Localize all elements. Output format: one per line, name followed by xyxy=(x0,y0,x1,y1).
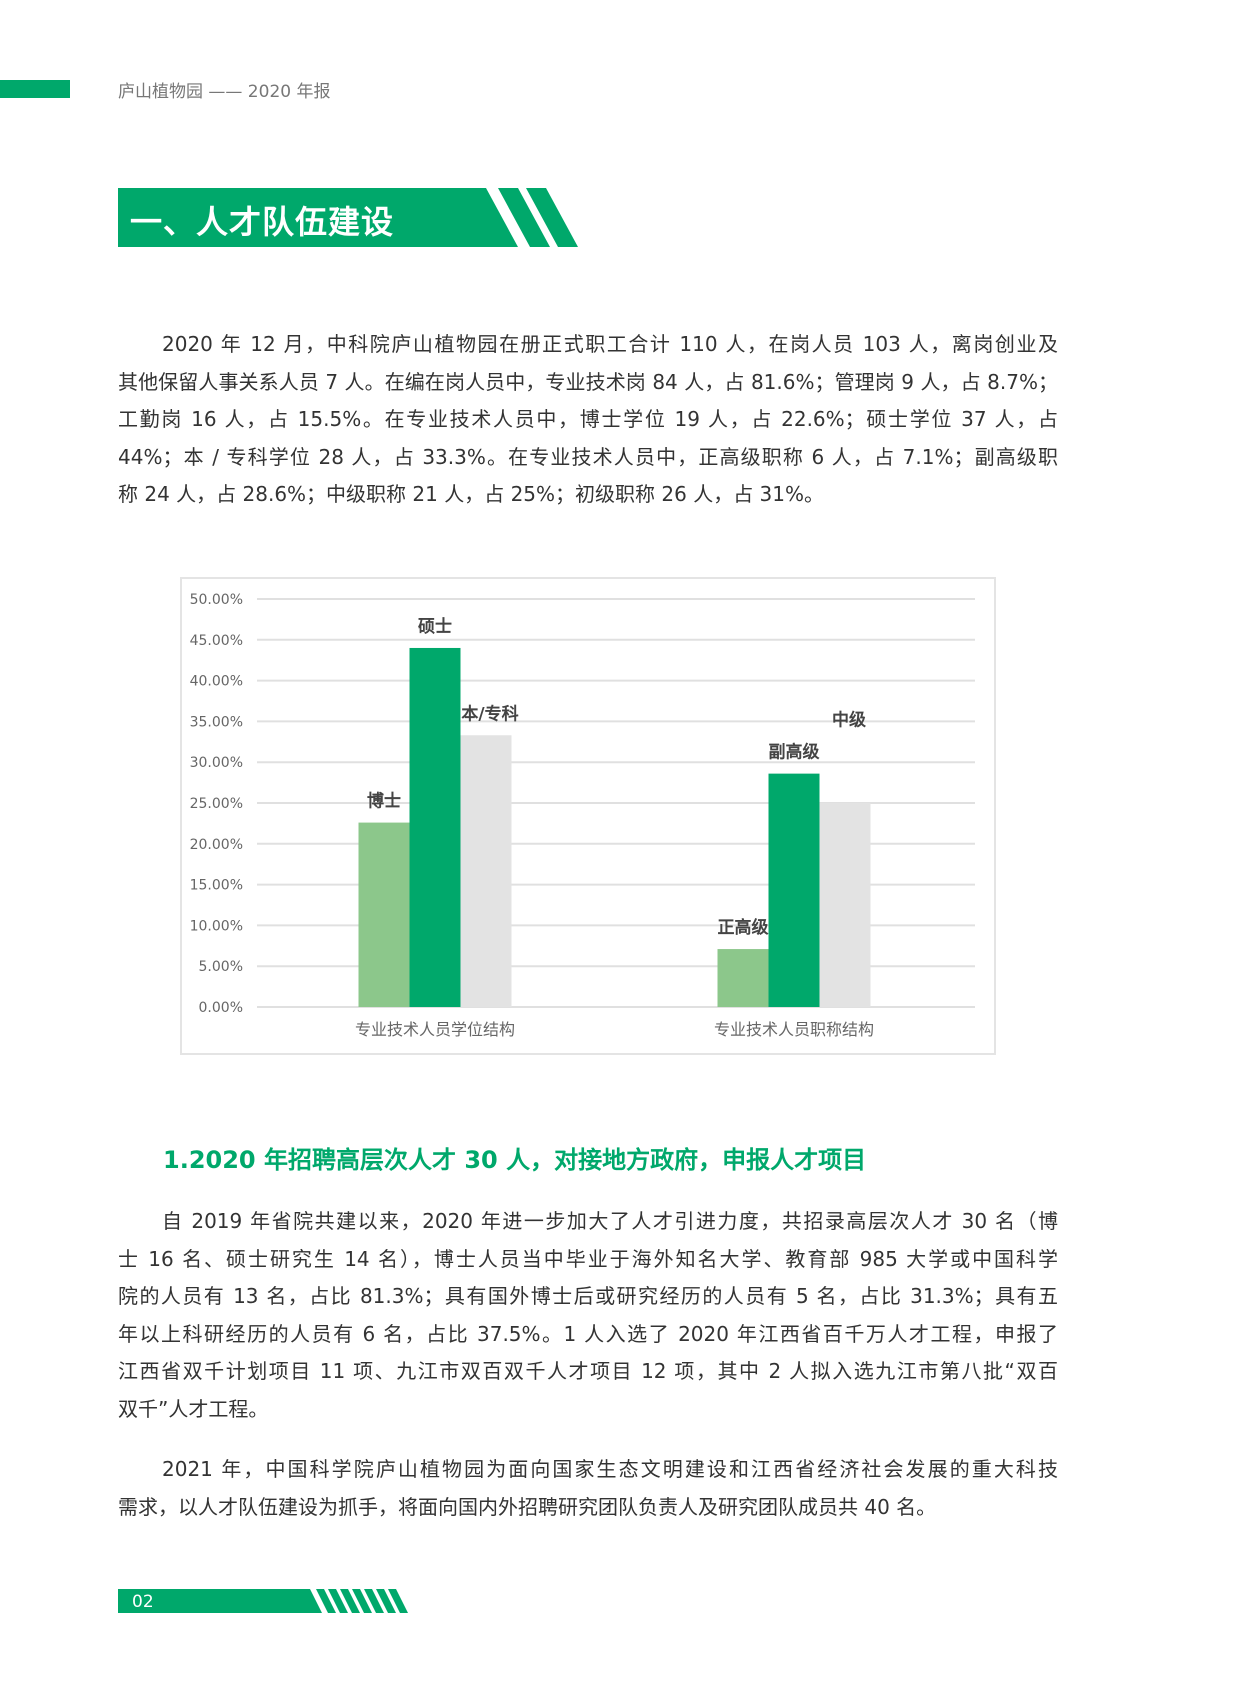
y-tick-label: 15.00% xyxy=(190,878,243,894)
bar xyxy=(717,949,769,1007)
bar-data-label: 中级 xyxy=(832,709,866,730)
text-line: 其他保留人事关系人员 7 人。在编在岗人员中，专业技术岗 84 人，占 81.6… xyxy=(118,369,1058,394)
page-number: 02 xyxy=(132,1592,154,1612)
section-title-banner xyxy=(118,188,578,247)
text-line: 年以上科研经历的人员有 6 名，占比 37.5%。1 人入选了 2020 年江西… xyxy=(118,1321,1058,1346)
bar xyxy=(409,647,461,1007)
y-tick-label: 35.00% xyxy=(190,714,243,730)
x-category-label: 专业技术人员职称结构 xyxy=(714,1020,874,1039)
text-line: 2020 年 12 月，中科院庐山植物园在册正式职工合计 110 人，在岗人员 … xyxy=(162,332,1058,356)
text-line: 江西省双千计划项目 11 项、九江市双百双千人才项目 12 项，其中 2 人拟入… xyxy=(118,1359,1058,1383)
y-tick-label: 25.00% xyxy=(190,796,243,812)
chart-frame xyxy=(180,577,996,1055)
y-tick-label: 45.00% xyxy=(190,633,243,649)
header-accent-bar xyxy=(0,80,70,98)
x-category-label: 专业技术人员学位结构 xyxy=(355,1020,515,1039)
paragraph-staff-summary: 2020 年 12 月，中科院庐山植物园在册正式职工合计 110 人，在岗人员 … xyxy=(118,326,1058,514)
y-tick-label: 10.00% xyxy=(190,918,243,934)
y-tick-label: 20.00% xyxy=(190,837,243,853)
text-line: 44%；本 / 专科学位 28 人，占 33.3%。在专业技术人员中，正高级职称… xyxy=(118,444,1058,469)
bar xyxy=(768,773,820,1007)
bar-data-label: 副高级 xyxy=(769,742,820,763)
subheading: 1.2020 年招聘高层次人才 30 人，对接地方政府，申报人才项目 xyxy=(163,1146,867,1174)
text-line: 2021 年，中国科学院庐山植物园为面向国家生态文明建设和江西省经济社会发展的重… xyxy=(162,1457,1058,1481)
y-tick-label: 50.00% xyxy=(190,592,243,608)
bar xyxy=(460,735,512,1007)
bar-data-label: 本/专科 xyxy=(461,703,518,724)
text-line: 工勤岗 16 人，占 15.5%。在专业技术人员中，博士学位 19 人，占 22… xyxy=(118,407,1058,431)
y-tick-label: 5.00% xyxy=(199,959,243,975)
bar xyxy=(358,822,410,1007)
paragraph-recruitment: 自 2019 年省院共建以来，2020 年进一步加大了人才引进力度，共招录高层次… xyxy=(118,1203,1058,1428)
paragraph-2021-plan: 2021 年，中国科学院庐山植物园为面向国家生态文明建设和江西省经济社会发展的重… xyxy=(118,1451,1058,1526)
text-line: 士 16 名、硕士研究生 14 名），博士人员当中毕业于海外知名大学、教育部 9… xyxy=(118,1246,1058,1271)
text-line: 称 24 人，占 28.6%；中级职称 21 人，占 25%；初级职称 26 人… xyxy=(118,482,825,506)
running-header: 庐山植物园 —— 2020 年报 xyxy=(118,82,331,102)
y-tick-label: 0.00% xyxy=(199,1000,243,1016)
text-line: 院的人员有 13 名，占比 81.3%；具有国外博士后或研究经历的人员有 5 名… xyxy=(118,1284,1058,1308)
bar-data-label: 正高级 xyxy=(718,917,769,938)
footer-bar xyxy=(118,1589,408,1613)
text-line: 自 2019 年省院共建以来，2020 年进一步加大了人才引进力度，共招录高层次… xyxy=(162,1209,1058,1233)
bar xyxy=(819,803,871,1007)
text-line: 双千”人才工程。 xyxy=(118,1396,269,1421)
bar-data-label: 硕士 xyxy=(418,616,452,637)
y-tick-label: 40.00% xyxy=(190,674,243,690)
bar-data-label: 博士 xyxy=(367,791,401,812)
text-line: 需求，以人才队伍建设为抓手，将面向国内外招聘研究团队负责人及研究团队成员共 40… xyxy=(118,1494,937,1519)
y-tick-label: 30.00% xyxy=(190,755,243,771)
section-title: 一、人才队伍建设 xyxy=(130,203,395,241)
